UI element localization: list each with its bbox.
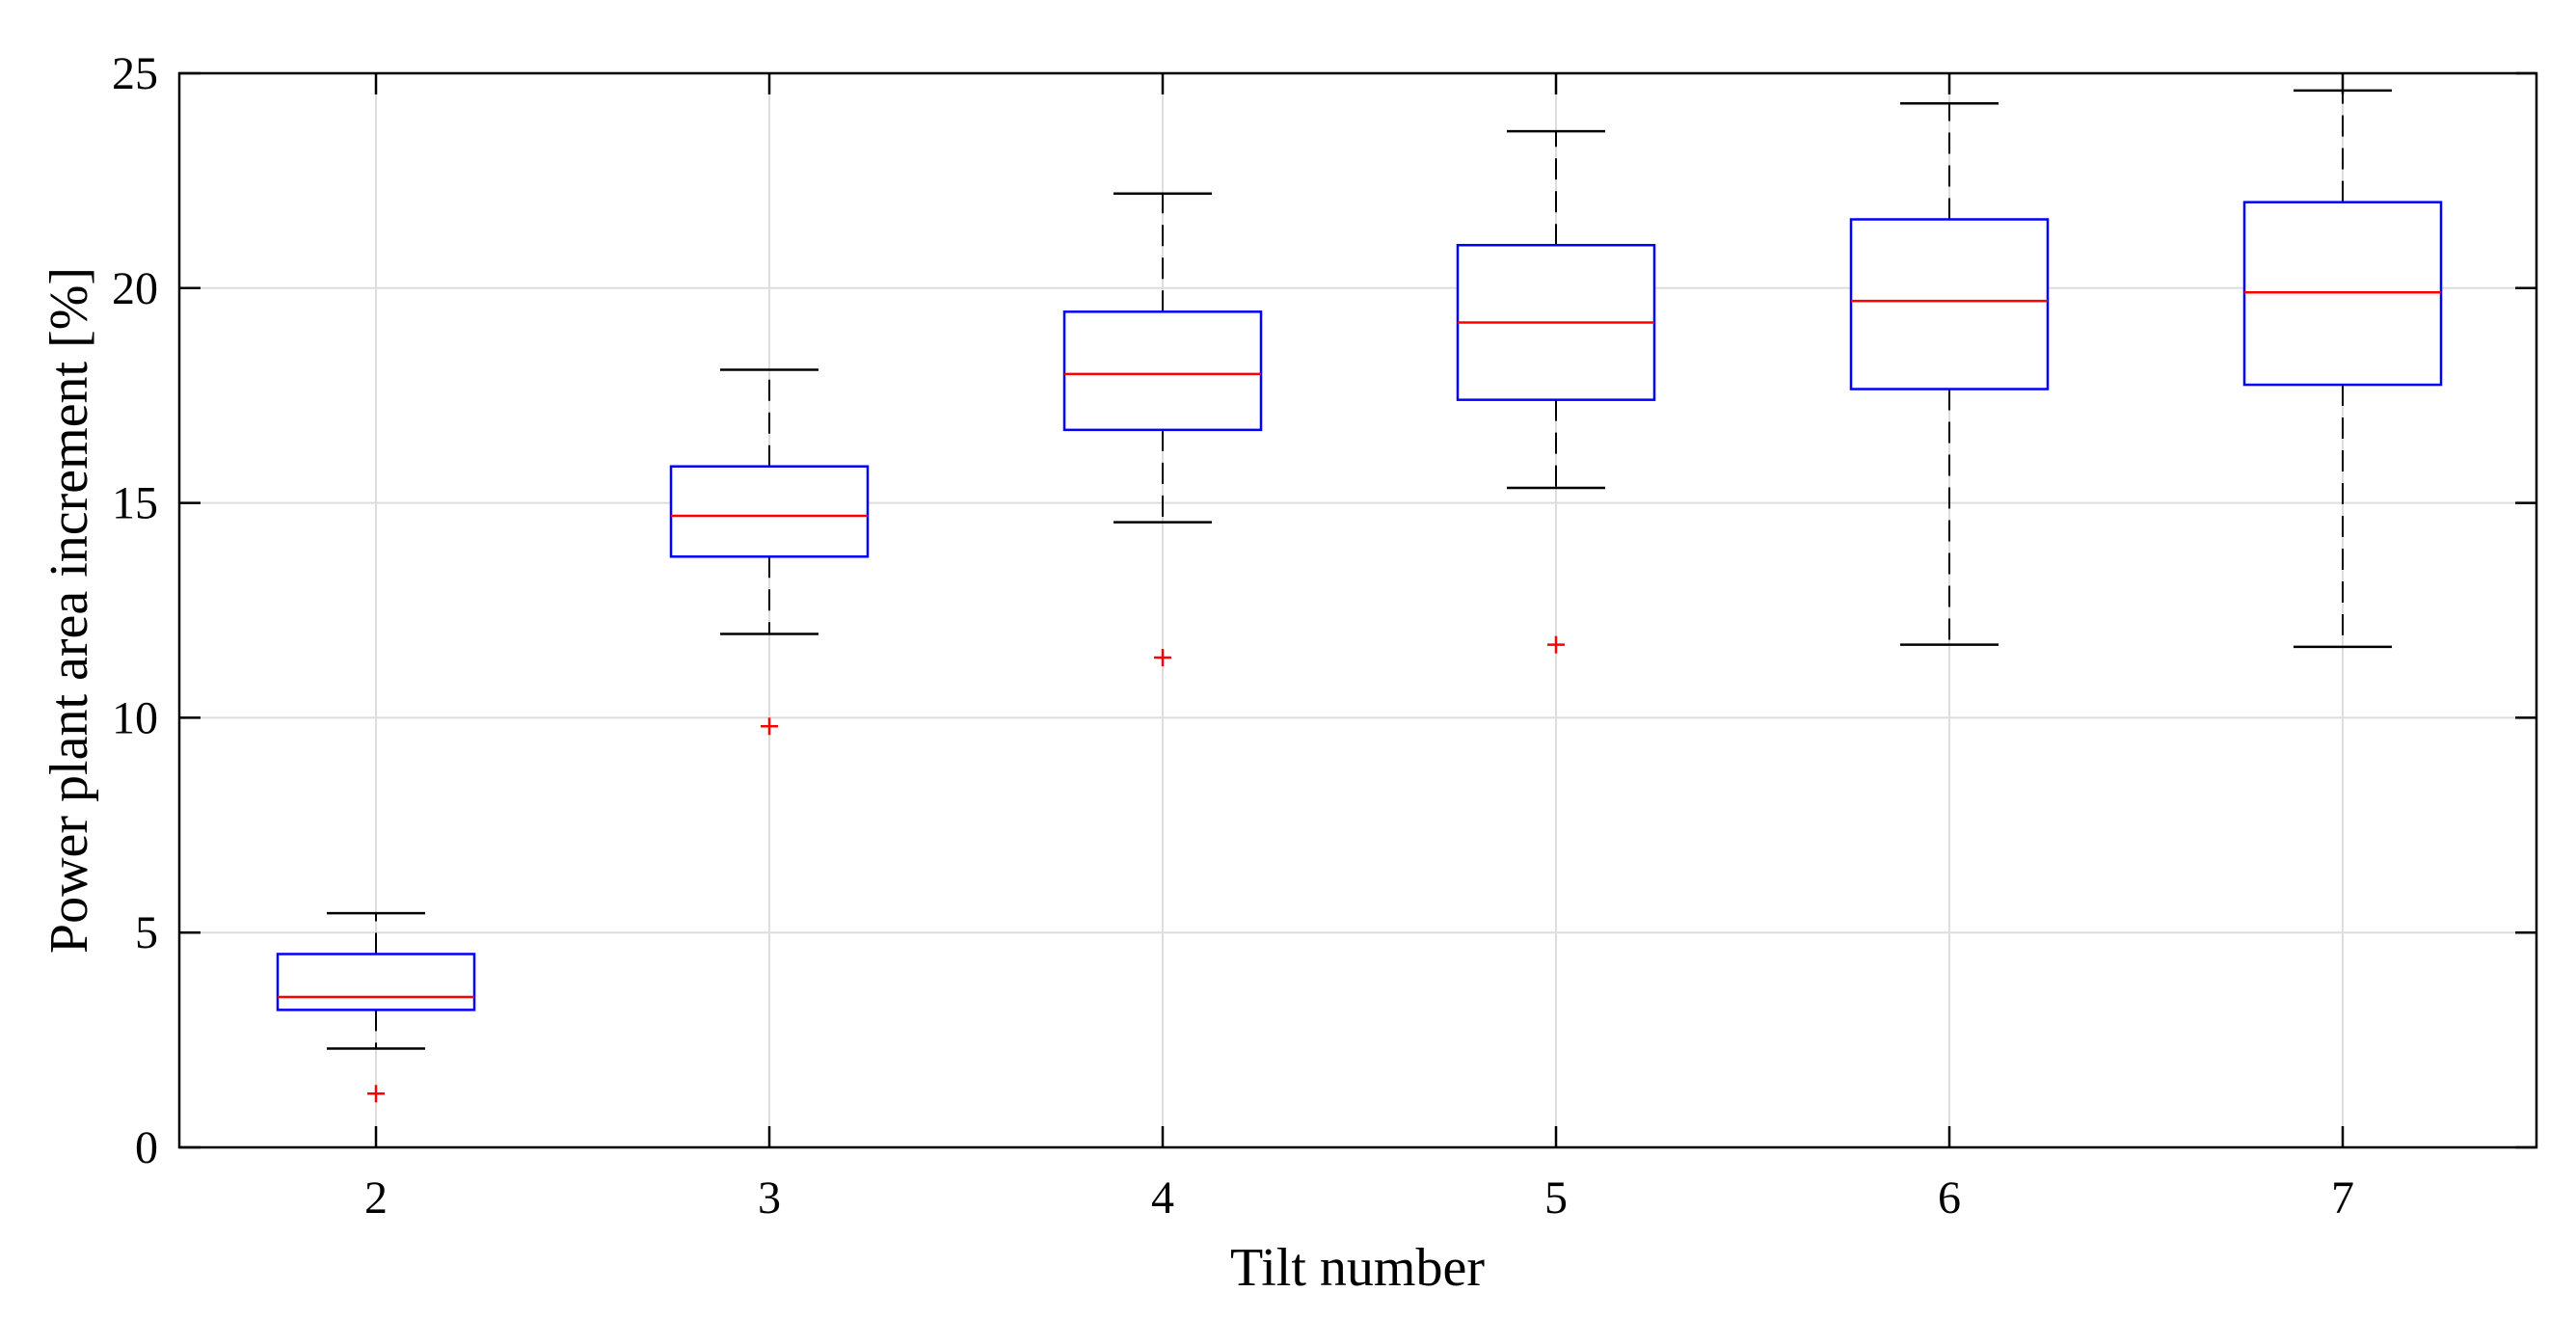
box-layer bbox=[276, 89, 2443, 1103]
y-tick-label: 0 bbox=[135, 1122, 158, 1173]
y-tick-label: 20 bbox=[112, 263, 158, 314]
iqr-box bbox=[669, 465, 870, 558]
x-tick-label: 3 bbox=[758, 1172, 781, 1224]
plot-frame bbox=[177, 71, 2538, 1149]
grid-layer bbox=[179, 72, 2536, 1148]
outlier-marker bbox=[761, 717, 778, 736]
box-group-5 bbox=[1456, 129, 1656, 654]
iqr-box bbox=[276, 953, 476, 1011]
outlier-marker bbox=[367, 1085, 385, 1103]
x-tick-label: 7 bbox=[2331, 1172, 2354, 1224]
iqr-box bbox=[1062, 310, 1263, 432]
x-tick-label: 2 bbox=[364, 1172, 388, 1224]
box-group-3 bbox=[669, 368, 870, 736]
box-group-7 bbox=[2242, 89, 2443, 649]
y-axis-label: Power plant area increment [%] bbox=[40, 267, 99, 954]
x-tick-label: 6 bbox=[1938, 1172, 1961, 1224]
outlier-marker bbox=[1154, 649, 1171, 667]
box-group-6 bbox=[1849, 101, 2050, 646]
box-group-4 bbox=[1062, 192, 1263, 667]
x-tick-label: 4 bbox=[1151, 1172, 1174, 1224]
x-axis-label: Tilt number bbox=[1230, 1238, 1485, 1298]
y-tick-label: 10 bbox=[112, 692, 158, 743]
box-group-2 bbox=[276, 911, 476, 1103]
axes-layer bbox=[177, 71, 2538, 1149]
y-tick-label: 15 bbox=[112, 478, 158, 529]
iqr-box bbox=[1849, 218, 2050, 390]
tick-layer: 0 5 10 15 20 25 2 3 4 5 6 7 bbox=[112, 48, 2536, 1224]
y-tick-label: 25 bbox=[112, 48, 158, 99]
y-tick-label: 5 bbox=[135, 907, 158, 958]
outlier-marker bbox=[1547, 635, 1565, 654]
x-tick-label: 5 bbox=[1544, 1172, 1568, 1224]
